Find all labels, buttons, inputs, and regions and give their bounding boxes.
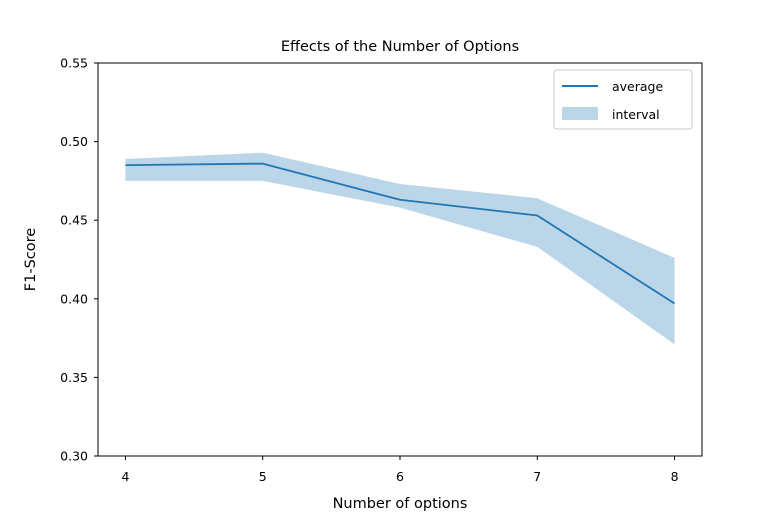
x-tick-label: 6 [396, 469, 404, 484]
interval-band-layer [125, 152, 675, 345]
interval-band [125, 152, 675, 345]
y-tick-label: 0.40 [60, 291, 88, 306]
y-tick-label: 0.50 [60, 134, 88, 149]
x-tick-label: 5 [259, 469, 267, 484]
legend-box [553, 69, 693, 130]
x-tick-label: 8 [671, 469, 679, 484]
legend-average-label: average [612, 79, 663, 94]
legend-interval-swatch [562, 107, 598, 120]
x-axis: 4 5 6 7 8 [121, 456, 679, 484]
y-tick-label: 0.30 [60, 449, 88, 464]
x-tick-label: 4 [121, 469, 129, 484]
x-tick-label: 7 [533, 469, 541, 484]
y-axis: 0.30 0.35 0.40 0.45 0.50 0.55 [60, 56, 98, 464]
x-axis-title: Number of options [333, 496, 468, 512]
chart-title: Effects of the Number of Options [281, 39, 519, 55]
y-tick-label: 0.55 [60, 56, 88, 71]
y-axis-title: F1-Score [23, 228, 39, 291]
average-line-layer [125, 162, 676, 305]
y-tick-label: 0.35 [60, 370, 88, 385]
y-tick-label: 0.45 [60, 213, 88, 228]
legend: average interval [553, 69, 693, 130]
legend-interval-label: interval [612, 107, 660, 122]
